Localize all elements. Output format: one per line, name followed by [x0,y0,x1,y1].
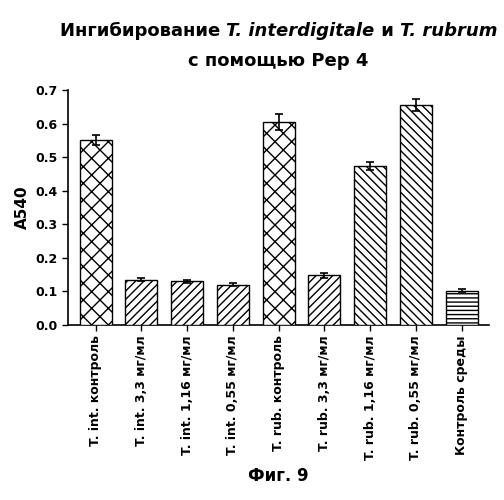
X-axis label: Фиг. 9: Фиг. 9 [248,467,309,485]
Bar [217,284,249,325]
Text: Ингибирование: Ингибирование [60,22,226,40]
Bar [354,166,386,325]
Bar [171,282,203,325]
Bar [446,291,478,325]
Text: T. interdigitale: T. interdigitale [226,22,374,40]
Text: T. rubrum: T. rubrum [400,22,497,40]
Y-axis label: A540: A540 [15,186,30,230]
Bar [308,276,340,325]
Text: с помощью Рер 4: с помощью Рер 4 [188,52,369,70]
Bar [80,140,112,325]
Text: и: и [374,22,400,40]
Bar [400,105,432,325]
Bar [263,122,295,325]
Bar [125,280,157,325]
